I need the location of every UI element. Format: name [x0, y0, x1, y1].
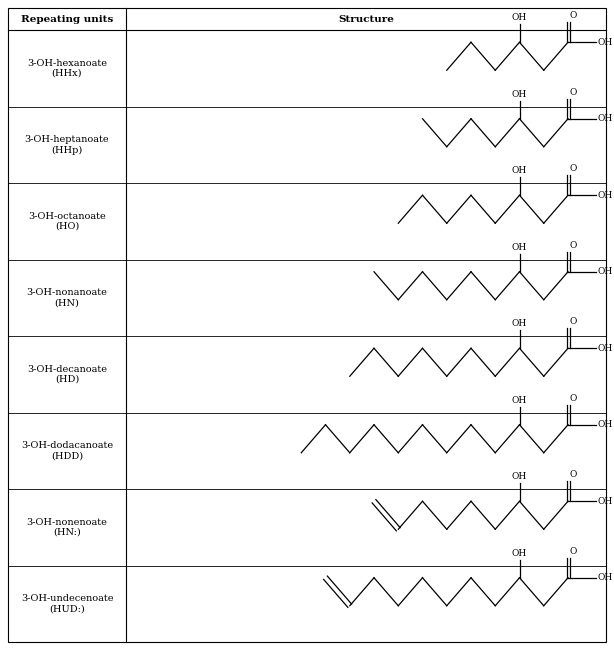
- Text: O: O: [569, 11, 577, 20]
- Text: OH: OH: [597, 267, 612, 276]
- Text: OH: OH: [512, 166, 527, 176]
- Text: OH: OH: [512, 90, 527, 99]
- Text: OH: OH: [512, 473, 527, 481]
- Text: OH: OH: [597, 573, 612, 582]
- Text: 3-OH-dodacanoate
(HDD): 3-OH-dodacanoate (HDD): [21, 441, 113, 460]
- Text: O: O: [569, 470, 577, 479]
- Text: O: O: [569, 317, 577, 326]
- Text: O: O: [569, 240, 577, 250]
- Text: O: O: [569, 164, 577, 174]
- Text: OH: OH: [597, 421, 612, 429]
- Text: OH: OH: [512, 549, 527, 558]
- Text: OH: OH: [597, 190, 612, 200]
- Text: Structure: Structure: [338, 14, 394, 23]
- Text: OH: OH: [597, 114, 612, 124]
- Text: 3-OH-undecenoate
(HUD:): 3-OH-undecenoate (HUD:): [21, 594, 113, 614]
- Text: OH: OH: [512, 13, 527, 22]
- Text: OH: OH: [512, 396, 527, 405]
- Text: OH: OH: [597, 38, 612, 47]
- Text: 3-OH-hexanoate
(HHx): 3-OH-hexanoate (HHx): [27, 58, 107, 78]
- Text: O: O: [569, 547, 577, 556]
- Text: O: O: [569, 88, 577, 97]
- Text: 3-OH-nonenoate
(HN:): 3-OH-nonenoate (HN:): [26, 517, 107, 537]
- Text: OH: OH: [512, 319, 527, 328]
- Text: Repeating units: Repeating units: [21, 14, 113, 23]
- Text: OH: OH: [597, 497, 612, 506]
- Text: 3-OH-decanoate
(HD): 3-OH-decanoate (HD): [27, 365, 107, 384]
- Text: 3-OH-nonanoate
(HN): 3-OH-nonanoate (HN): [26, 288, 107, 307]
- Text: 3-OH-heptanoate
(HHp): 3-OH-heptanoate (HHp): [25, 135, 109, 155]
- Text: OH: OH: [512, 242, 527, 252]
- Text: 3-OH-octanoate
(HO): 3-OH-octanoate (HO): [28, 211, 106, 231]
- Text: OH: OH: [597, 344, 612, 353]
- Text: O: O: [569, 394, 577, 403]
